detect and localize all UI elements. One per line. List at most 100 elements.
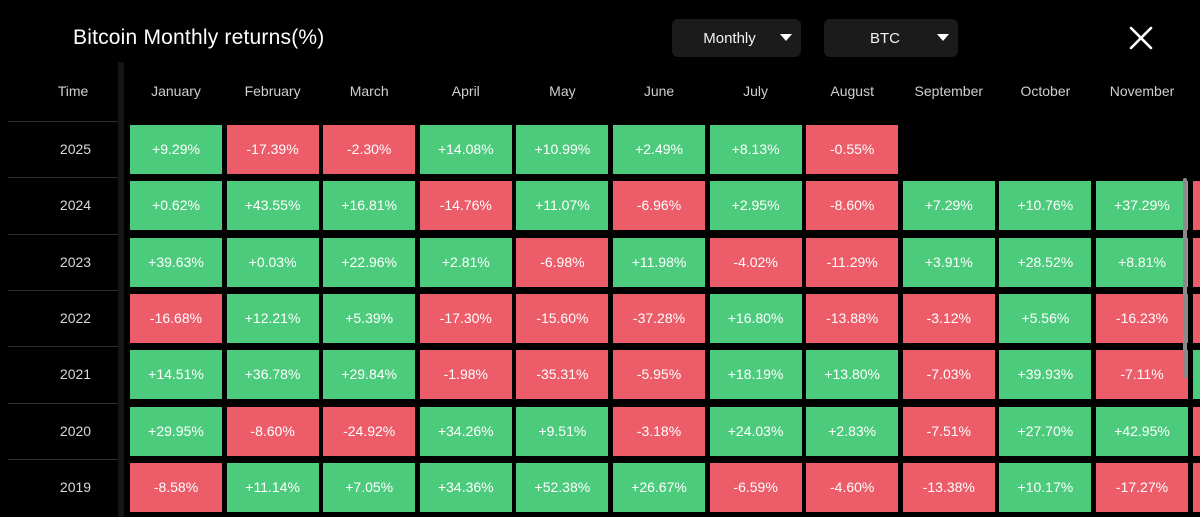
return-cell[interactable]: +27.70%: [999, 406, 1092, 456]
return-cell[interactable]: +28.52%: [999, 237, 1092, 287]
return-cell[interactable]: +3.91%: [902, 237, 995, 287]
return-cell[interactable]: -15.60%: [516, 293, 609, 343]
month-header: April: [451, 83, 480, 99]
return-cell[interactable]: -8.60%: [806, 181, 899, 231]
return-cell[interactable]: -37.28%: [613, 293, 705, 343]
return-cell[interactable]: -14.76%: [419, 181, 512, 231]
return-cell[interactable]: +34.36%: [419, 462, 512, 512]
return-cell[interactable]: -8.58%: [130, 462, 222, 512]
year-label: 2019: [59, 478, 92, 495]
return-cell[interactable]: -6.98%: [516, 237, 609, 287]
return-cell[interactable]: -17.39%: [226, 125, 319, 174]
return-cell[interactable]: -13.38%: [902, 462, 995, 512]
return-cell[interactable]: +42.95%: [1096, 406, 1188, 456]
return-cell[interactable]: -17.30%: [419, 293, 512, 343]
period-select-value: Monthly: [703, 29, 756, 47]
return-cell[interactable]: +29.95%: [130, 406, 222, 456]
return-cell[interactable]: +2.49%: [613, 125, 705, 174]
return-cell[interactable]: +11.98%: [613, 237, 705, 287]
return-cell[interactable]: -13.88%: [806, 293, 899, 343]
return-cell[interactable]: +36.78%: [226, 350, 319, 400]
month-header: January: [151, 83, 201, 99]
return-cell[interactable]: +11.14%: [226, 462, 319, 512]
return-cell[interactable]: -6.59%: [709, 462, 802, 512]
return-cell[interactable]: +24.03%: [709, 406, 802, 456]
return-cell[interactable]: -5.95%: [613, 350, 705, 400]
return-cell[interactable]: +8.81%: [1096, 237, 1188, 287]
return-cell[interactable]: -4.60%: [806, 462, 899, 512]
return-cell[interactable]: +8.13%: [709, 125, 802, 174]
return-cell[interactable]: +10.76%: [999, 181, 1092, 231]
month-header: November: [1109, 83, 1175, 99]
return-cell[interactable]: -7.03%: [902, 350, 995, 400]
return-cell[interactable]: -7.51%: [902, 406, 995, 456]
return-cell[interactable]: +0.62%: [130, 181, 222, 231]
return-cell[interactable]: +7.05%: [323, 462, 416, 512]
month-header: September: [914, 83, 984, 99]
return-cell[interactable]: -8.60%: [226, 406, 319, 456]
return-cell[interactable]: +9.51%: [516, 406, 609, 456]
return-cell[interactable]: +16.80%: [709, 293, 802, 343]
return-cell[interactable]: -7.11%: [1096, 350, 1188, 400]
row-divider: [8, 346, 118, 348]
return-cell[interactable]: +14.08%: [419, 125, 512, 174]
return-cell[interactable]: -2.30%: [323, 125, 416, 174]
return-cell[interactable]: +26.67%: [613, 462, 705, 512]
return-cell[interactable]: +2.83%: [806, 406, 899, 456]
return-cell[interactable]: +14.51%: [130, 350, 222, 400]
return-cell[interactable]: +7.29%: [902, 181, 995, 231]
caret-down-icon: [780, 34, 792, 41]
return-cell[interactable]: +16.81%: [323, 181, 416, 231]
return-cell-partial: [1192, 406, 1200, 456]
year-label: 2021: [59, 366, 92, 383]
return-cell[interactable]: +5.39%: [323, 293, 416, 343]
return-cell[interactable]: -11.29%: [806, 237, 899, 287]
return-cell[interactable]: +0.03%: [226, 237, 319, 287]
return-cell[interactable]: +22.96%: [323, 237, 416, 287]
return-cell[interactable]: +2.81%: [419, 237, 512, 287]
return-cell-partial: [1192, 237, 1200, 287]
return-cell[interactable]: -35.31%: [516, 350, 609, 400]
return-cell[interactable]: +5.56%: [999, 293, 1092, 343]
return-cell[interactable]: -1.98%: [419, 350, 512, 400]
month-header: February: [244, 83, 301, 99]
return-cell[interactable]: +13.80%: [806, 350, 899, 400]
vertical-scrollbar[interactable]: [1183, 178, 1187, 378]
return-cell[interactable]: +10.99%: [516, 125, 609, 174]
return-cell[interactable]: -17.27%: [1096, 462, 1188, 512]
return-cell[interactable]: +18.19%: [709, 350, 802, 400]
return-cell[interactable]: -6.96%: [613, 181, 705, 231]
time-column-divider: [118, 62, 124, 517]
row-divider: [8, 289, 118, 291]
year-label: 2025: [59, 141, 92, 157]
return-cell[interactable]: +11.07%: [516, 181, 609, 231]
return-cell[interactable]: -3.12%: [902, 293, 995, 343]
month-header: May: [549, 83, 576, 99]
asset-select[interactable]: BTC: [824, 19, 958, 57]
return-cell[interactable]: +2.95%: [709, 181, 802, 231]
return-cell[interactable]: +29.84%: [323, 350, 416, 400]
row-divider: [8, 121, 118, 122]
return-cell[interactable]: +39.63%: [130, 237, 222, 287]
return-cell[interactable]: +52.38%: [516, 462, 609, 512]
return-cell[interactable]: +34.26%: [419, 406, 512, 456]
period-select[interactable]: Monthly: [672, 19, 801, 57]
return-cell-partial: [1192, 181, 1200, 231]
return-cell[interactable]: -0.55%: [806, 125, 899, 174]
return-cell[interactable]: +9.29%: [130, 125, 222, 174]
return-cell[interactable]: -3.18%: [613, 406, 705, 456]
return-cell[interactable]: -4.02%: [709, 237, 802, 287]
return-cell[interactable]: -24.92%: [323, 406, 416, 456]
return-cell[interactable]: +12.21%: [226, 293, 319, 343]
year-label: 2020: [59, 422, 92, 439]
return-cell[interactable]: +43.55%: [226, 181, 319, 231]
time-column-header: Time: [57, 83, 89, 99]
row-divider: [8, 402, 118, 404]
return-cell[interactable]: -16.68%: [130, 293, 222, 343]
month-header: June: [643, 83, 675, 99]
return-cell[interactable]: +37.29%: [1096, 181, 1188, 231]
return-cell[interactable]: +10.17%: [999, 462, 1092, 512]
return-cell[interactable]: -16.23%: [1096, 293, 1188, 343]
return-cell[interactable]: +39.93%: [999, 350, 1092, 400]
close-button[interactable]: [1127, 24, 1155, 52]
